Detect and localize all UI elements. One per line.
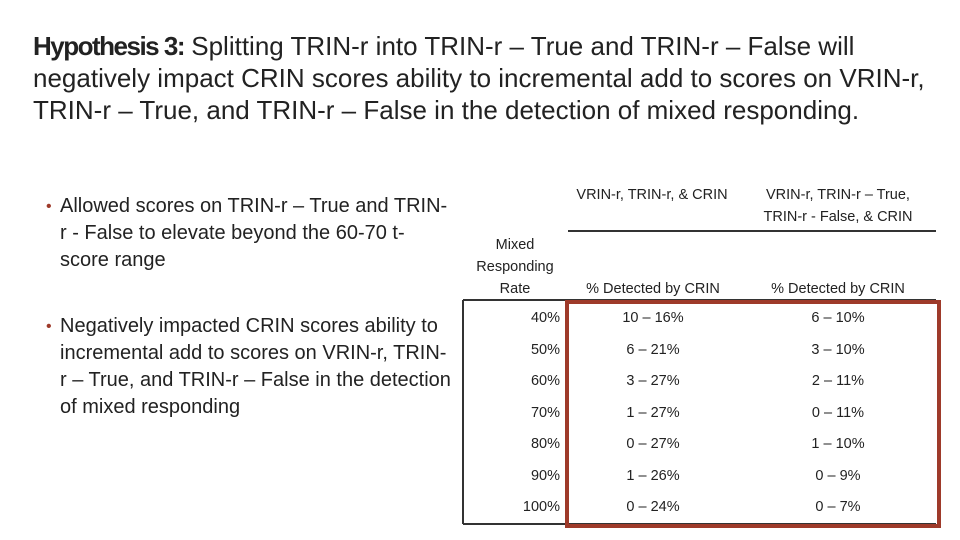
table-cell: 0 – 24% (626, 499, 680, 515)
table-cell: 3 – 27% (626, 373, 680, 389)
table-cell: 60% (530, 373, 560, 389)
table-cell: 100% (522, 499, 560, 515)
table-cell: 40% (530, 310, 560, 326)
title: Hypothesis 3: Splitting TRIN-r into TRIN… (33, 30, 933, 126)
table-cell: 1 – 10% (811, 436, 865, 452)
table-cell: 50% (530, 341, 560, 358)
title-text: Splitting TRIN-r into TRIN-r – True and … (33, 31, 925, 125)
column-header: % Detected by CRIN (771, 281, 905, 297)
rule (462, 300, 464, 524)
table-cell: 1 – 26% (626, 467, 680, 484)
table-cell: 6 – 10% (811, 310, 865, 326)
group-header: VRIN-r, TRIN-r – True, TRIN-r - False, &… (763, 187, 913, 225)
table-cell: 0 – 7% (815, 499, 861, 515)
table-cell: 6 – 21% (626, 341, 680, 358)
table-cell: 2 – 11% (811, 373, 865, 389)
highlight-box (565, 300, 941, 528)
table-cell: 0 – 11% (811, 404, 865, 421)
table-cell: 80% (530, 436, 560, 452)
table-cell: 70% (530, 404, 560, 421)
column-header: Mixed Responding Rate (476, 237, 554, 297)
table-cell: 90% (530, 467, 560, 484)
rule (568, 230, 936, 232)
table-cell: 10 – 16% (622, 310, 684, 326)
group-header: VRIN-r, TRIN-r, & CRIN (576, 187, 728, 203)
table-cell: 3 – 10% (811, 341, 865, 358)
table-cell: 0 – 9% (815, 467, 861, 484)
column-header: % Detected by CRIN (586, 281, 720, 297)
table-cell: 0 – 27% (626, 436, 680, 452)
title-label: Hypothesis 3: (33, 31, 186, 61)
bullet: Allowed scores on TRIN-r – True and TRIN… (46, 193, 452, 274)
table-cell: 1 – 27% (626, 404, 680, 421)
bullet: Negatively impacted CRIN scores ability … (46, 313, 452, 421)
